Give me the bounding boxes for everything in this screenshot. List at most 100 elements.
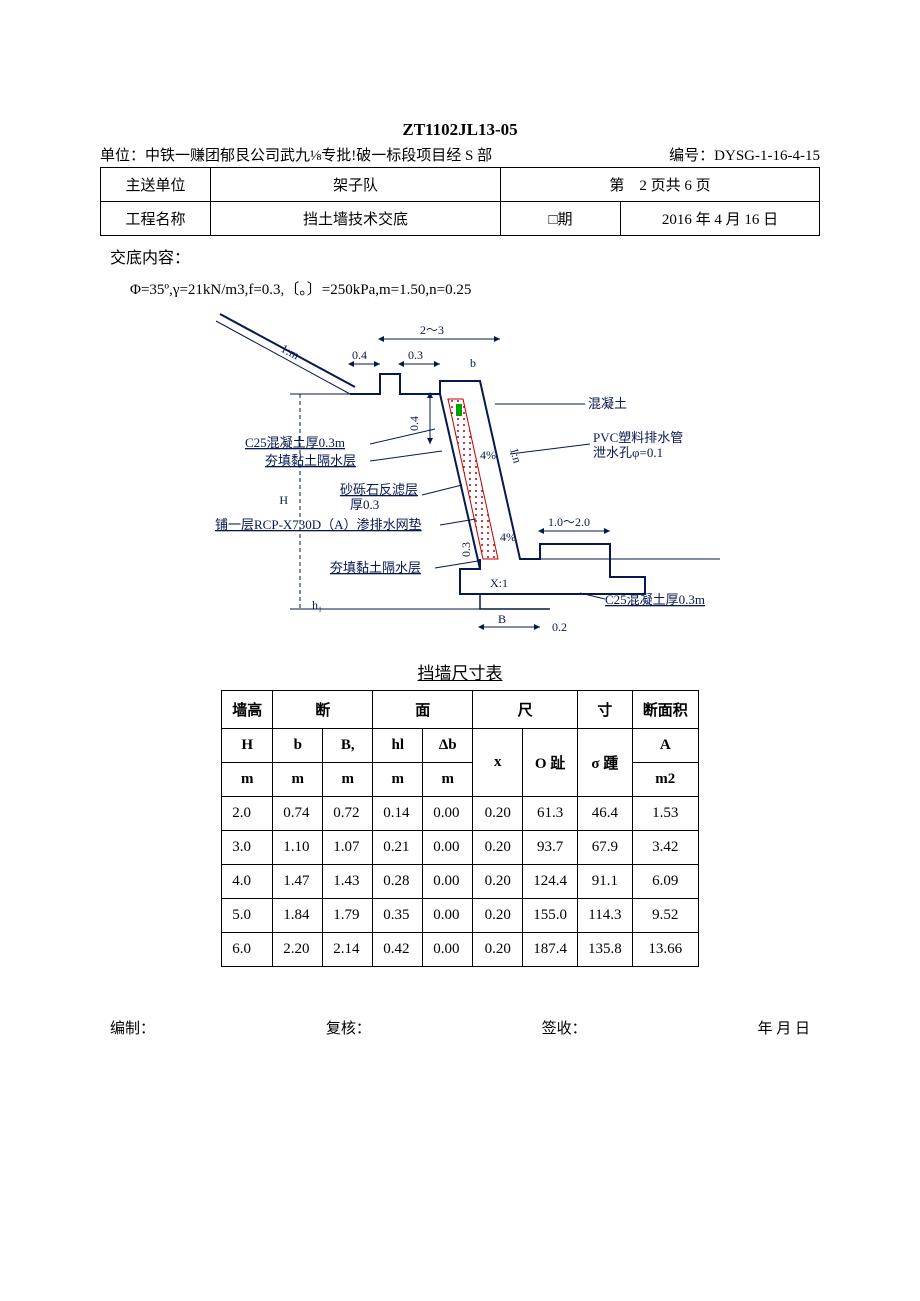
th-hl: hl	[373, 729, 423, 763]
dim-slope-1m: 1:m	[279, 341, 303, 362]
dim-b: b	[470, 356, 476, 370]
table-cell: 2.20	[273, 933, 323, 967]
table-cell: 0.74	[273, 797, 323, 831]
table-cell: 0.72	[323, 797, 373, 831]
th-u-b: m	[273, 763, 323, 797]
table-row: 4.01.471.430.280.000.20124.491.16.09	[222, 865, 699, 899]
table-cell: 1.43	[323, 865, 373, 899]
info-r2c1: 工程名称	[101, 202, 211, 236]
info-r2c2: 挡土墙技术交底	[211, 202, 501, 236]
table-cell: 6.0	[222, 933, 273, 967]
table-cell: 6.09	[632, 865, 698, 899]
dim-B: B	[498, 612, 506, 626]
dim-4pct-a: 4%	[480, 448, 496, 462]
th-cun: 寸	[578, 691, 633, 729]
table-cell: 0.28	[373, 865, 423, 899]
unit-value: 中铁一赚团郁艮公司武九⅛专批!破一标段项目经 S 部	[145, 148, 492, 164]
table-row: 3.01.101.070.210.000.2093.767.93.42	[222, 831, 699, 865]
th-H: H	[222, 729, 273, 763]
info-table: 主送单位 架子队 第 2 页共 6 页 工程名称 挡土墙技术交底 □期 2016…	[100, 167, 820, 236]
dim-top-span: 2～3	[420, 323, 444, 337]
dim-H: H	[279, 493, 288, 507]
th-u-hl: m	[373, 763, 423, 797]
table-cell: 1.07	[323, 831, 373, 865]
table-cell: 0.00	[423, 933, 473, 967]
dim-02: 0.2	[552, 620, 567, 634]
label-pvc: PVC塑料排水管	[593, 430, 683, 445]
th-Bc: B,	[323, 729, 373, 763]
th-section: 断	[273, 691, 373, 729]
th-wallh: 墙高	[222, 691, 273, 729]
info-r1c3: 第 2 页共 6 页	[501, 168, 820, 202]
dim-03b: 0.3	[459, 542, 473, 557]
code-text: 编号：DYSG-1-16-4-15	[669, 144, 820, 165]
th-b: b	[273, 729, 323, 763]
th-size: 尺	[473, 691, 578, 729]
table-cell: 124.4	[523, 865, 578, 899]
label-c25-bot: C25混凝土厚0.3m	[605, 592, 705, 607]
table-cell: 0.00	[423, 865, 473, 899]
dimension-table: 墙高 断 面 尺 寸 断面积 H b B, hl Δb x O 趾 σ 踵 A …	[221, 690, 699, 967]
table-cell: 0.20	[473, 865, 523, 899]
dim-4pct-b: 4%	[500, 530, 516, 544]
table-row: 2.00.740.720.140.000.2061.346.41.53	[222, 797, 699, 831]
doc-code: ZT1102JL13-05	[100, 120, 820, 140]
table-cell: 0.42	[373, 933, 423, 967]
info-r1c2: 架子队	[211, 168, 501, 202]
table-cell: 67.9	[578, 831, 633, 865]
table-cell: 2.14	[323, 933, 373, 967]
table-cell: 155.0	[523, 899, 578, 933]
dim-03a: 0.3	[408, 348, 423, 362]
th-otoe: O 趾	[523, 729, 578, 797]
label-clay-bot: 夯填黏土隔水层	[330, 560, 421, 575]
table-cell: 0.00	[423, 831, 473, 865]
table-cell: 13.66	[632, 933, 698, 967]
table-cell: 0.35	[373, 899, 423, 933]
dim-v04: 0.4	[407, 416, 421, 431]
label-gravel-thk: 厚0.3	[350, 497, 379, 512]
table-cell: 114.3	[578, 899, 633, 933]
dim-X1: X:1	[490, 576, 508, 590]
info-r1c1: 主送单位	[101, 168, 211, 202]
unit-text: 单位：中铁一赚团郁艮公司武九⅛专批!破一标段项目经 S 部	[100, 144, 492, 165]
table-cell: 0.20	[473, 933, 523, 967]
th-u-H: m	[222, 763, 273, 797]
table-cell: 3.42	[632, 831, 698, 865]
info-r2c3: □期	[501, 202, 621, 236]
th-area: 断面积	[632, 691, 698, 729]
table-cell: 135.8	[578, 933, 633, 967]
footer-sign: 签收：	[542, 1017, 587, 1038]
label-c25-top: C25混凝土厚0.3m	[245, 435, 345, 450]
code-label: 编号：	[669, 148, 714, 164]
th-u-Bc: m	[323, 763, 373, 797]
th-A: A	[632, 729, 698, 763]
dim-h1: h₁	[312, 598, 322, 612]
code-value: DYSG-1-16-4-15	[714, 148, 820, 164]
table-cell: 91.1	[578, 865, 633, 899]
table-cell: 0.21	[373, 831, 423, 865]
table-cell: 9.52	[632, 899, 698, 933]
dim-table-title: 挡墙尺寸表	[100, 659, 820, 684]
th-db: Δb	[423, 729, 473, 763]
header-line: 单位：中铁一赚团郁艮公司武九⅛专批!破一标段项目经 S 部 编号：DYSG-1-…	[100, 144, 820, 165]
table-cell: 187.4	[523, 933, 578, 967]
label-clay-top: 夯填黏土隔水层	[265, 453, 356, 468]
table-cell: 1.84	[273, 899, 323, 933]
table-cell: 0.14	[373, 797, 423, 831]
label-gravel: 砂砾石反滤层	[340, 482, 418, 497]
content-heading: 交底内容：	[110, 244, 820, 268]
dim-bot-range: 1.0～2.0	[548, 515, 590, 529]
table-cell: 0.20	[473, 831, 523, 865]
footer-review: 复核：	[326, 1017, 371, 1038]
table-cell: 2.0	[222, 797, 273, 831]
table-cell: 4.0	[222, 865, 273, 899]
table-cell: 46.4	[578, 797, 633, 831]
th-sigma: σ 踵	[578, 729, 633, 797]
table-cell: 61.3	[523, 797, 578, 831]
th-face: 面	[373, 691, 473, 729]
table-cell: 1.79	[323, 899, 373, 933]
th-u-A: m2	[632, 763, 698, 797]
info-r2c4: 2016 年 4 月 16 日	[621, 202, 820, 236]
footer-row: 编制： 复核： 签收： 年 月 日	[100, 1017, 820, 1038]
table-cell: 5.0	[222, 899, 273, 933]
